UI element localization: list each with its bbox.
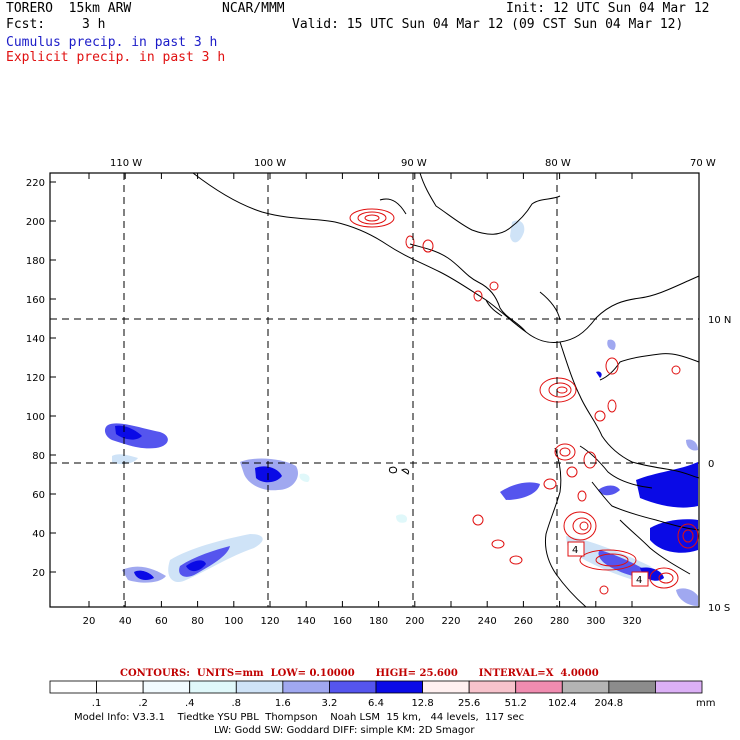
x-tick-label: 280 xyxy=(550,616,569,627)
colorbar-swatch xyxy=(515,680,563,694)
x-tick-label: 60 xyxy=(155,616,168,627)
colorbar-label: .2 xyxy=(138,698,148,709)
lat-label: 10 S xyxy=(708,603,730,614)
x-tick-label: 100 xyxy=(224,616,243,627)
colorbar-label: .4 xyxy=(185,698,195,709)
lon-label: 80 W xyxy=(545,158,571,169)
x-tick-label: 200 xyxy=(405,616,424,627)
y-tick-label: 140 xyxy=(26,334,45,345)
colorbar-swatch xyxy=(468,680,517,694)
colorbar-label: 12.8 xyxy=(411,698,433,709)
contour-label: 4 xyxy=(636,575,642,586)
colorbar-unit: mm xyxy=(696,698,715,709)
lon-label: 70 W xyxy=(690,158,716,169)
colorbar-label: .8 xyxy=(232,698,242,709)
colorbar-swatch xyxy=(49,680,97,694)
contour-label: 4 xyxy=(572,545,578,556)
explicit-precip-contours xyxy=(349,208,699,595)
x-tick-label: 240 xyxy=(478,616,497,627)
x-tick-label: 160 xyxy=(333,616,352,627)
x-tick-label: 20 xyxy=(83,616,96,627)
model-info-line1: Model Info: V3.3.1 Tiedtke YSU PBL Thomp… xyxy=(74,712,525,723)
org-label: NCAR/MMM xyxy=(222,1,285,16)
colorbar-label: 3.2 xyxy=(321,698,337,709)
colorbar-label: 1.6 xyxy=(275,698,291,709)
contour-units: UNITS=mm xyxy=(196,668,264,679)
model-title: TORERO 15km ARW xyxy=(6,1,132,16)
colorbar-label: .1 xyxy=(92,698,102,709)
y-tick-label: 60 xyxy=(32,490,45,501)
y-tick-label: 180 xyxy=(26,256,45,267)
x-tick-label: 260 xyxy=(514,616,533,627)
lat-label: 10 N xyxy=(708,315,731,326)
contour-low: LOW= 0.10000 xyxy=(270,668,355,679)
x-tick-label: 320 xyxy=(622,616,641,627)
colorbar-label: 25.6 xyxy=(458,698,480,709)
x-tick-label: 40 xyxy=(119,616,132,627)
contour-label-text: CONTOURS: xyxy=(120,668,190,679)
coastlines xyxy=(192,172,700,608)
y-tick-label: 200 xyxy=(26,217,45,228)
longitude-labels: 110 W 100 W 90 W 80 W 70 W xyxy=(110,158,716,169)
lat-label: 0 xyxy=(708,459,714,470)
valid-time: Valid: 15 UTC Sun 04 Mar 12 (09 CST Sun … xyxy=(292,17,684,32)
contour-label-box xyxy=(567,541,585,557)
contour-interval: INTERVAL=X 4.0000 xyxy=(478,668,599,679)
init-time: Init: 12 UTC Sun 04 Mar 12 xyxy=(506,1,710,16)
lon-label: 100 W xyxy=(254,158,286,169)
forecast-label: Fcst: xyxy=(6,17,46,32)
colorbar-label: 102.4 xyxy=(548,698,577,709)
forecast-value: 3 h xyxy=(82,17,106,32)
lon-label: 110 W xyxy=(110,158,142,169)
y-tick-label: 220 xyxy=(26,178,45,189)
model-info-line2: LW: Godd SW: Goddard DIFF: simple KM: 2D… xyxy=(214,725,475,736)
contour-info: CONTOURS: UNITS=mm LOW= 0.10000 HIGH= 25… xyxy=(120,668,599,679)
x-axis-ticks: 20 40 60 80 100 120 140 160 180 200 220 240 260 280 30… xyxy=(83,173,642,627)
x-tick-label: 180 xyxy=(369,616,388,627)
colorbar-label: 6.4 xyxy=(368,698,384,709)
colorbar-label: 204.8 xyxy=(595,698,624,709)
colorbar-swatch xyxy=(329,680,377,694)
cumulus-precip-areas xyxy=(104,220,698,606)
colorbar-swatch xyxy=(235,680,284,694)
graticule xyxy=(50,173,699,607)
y-tick-label: 20 xyxy=(32,568,45,579)
x-tick-label: 80 xyxy=(191,616,204,627)
latitude-labels: 10 N 0 10 S xyxy=(708,315,731,614)
colorbar-label: 51.2 xyxy=(505,698,527,709)
colorbar-swatch xyxy=(422,680,470,694)
x-tick-label: 140 xyxy=(297,616,316,627)
colorbar-swatch xyxy=(608,680,656,694)
y-tick-label: 160 xyxy=(26,295,45,306)
colorbar-swatch xyxy=(282,680,330,694)
x-tick-label: 220 xyxy=(441,616,460,627)
y-tick-label: 80 xyxy=(32,451,45,462)
y-tick-label: 40 xyxy=(32,529,45,540)
y-tick-label: 100 xyxy=(26,412,45,423)
colorbar-swatch xyxy=(655,680,703,694)
y-axis-ticks: 220 200 180 160 140 120 100 80 60 40 20 xyxy=(26,178,56,579)
lon-label: 90 W xyxy=(401,158,427,169)
colorbar-swatch xyxy=(561,680,610,694)
colorbar-swatch xyxy=(375,680,423,694)
colorbar-swatch xyxy=(96,680,144,694)
explicit-legend: Explicit precip. in past 3 h xyxy=(6,50,226,65)
cumulus-legend: Cumulus precip. in past 3 h xyxy=(6,35,218,50)
contour-high: HIGH= 25.600 xyxy=(375,668,458,679)
precip-colorbar: .1 .2 .4 .8 1.6 3.2 6.4 12.8 25.6 51.2 102.4 204.8 xyxy=(49,680,703,709)
x-tick-label: 120 xyxy=(260,616,279,627)
x-tick-label: 300 xyxy=(586,616,605,627)
y-tick-label: 120 xyxy=(26,373,45,384)
colorbar-swatch xyxy=(189,680,237,694)
colorbar-swatch xyxy=(142,680,191,694)
contour-label-box xyxy=(631,571,649,587)
